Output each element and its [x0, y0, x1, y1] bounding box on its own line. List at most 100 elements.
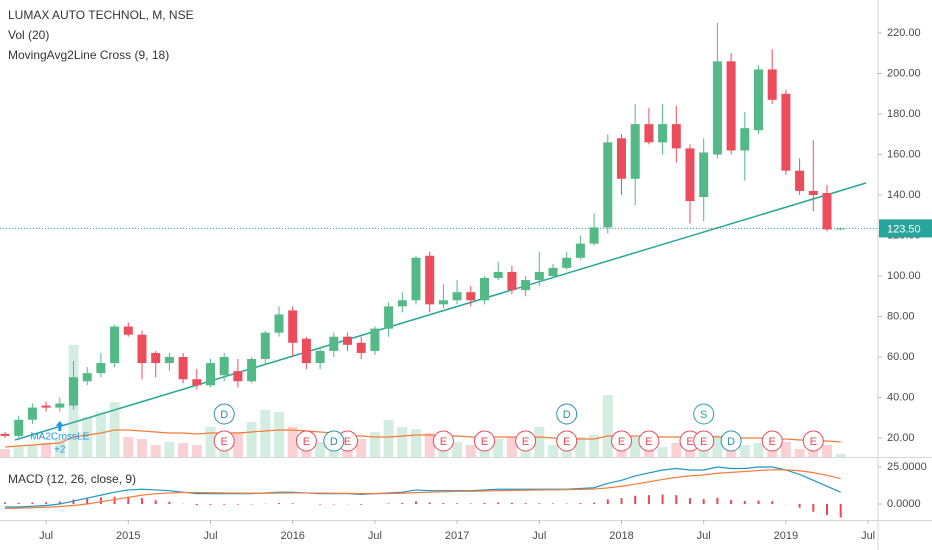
event-marker	[474, 430, 495, 452]
event-label: S	[700, 409, 707, 421]
candle-body	[247, 358, 257, 382]
candle-body	[110, 326, 120, 364]
histogram-bar	[524, 503, 527, 505]
candle-body	[822, 192, 832, 230]
histogram-bar	[291, 503, 294, 505]
event-marker	[693, 403, 715, 425]
event-label: D	[727, 436, 735, 448]
candle-body	[411, 257, 421, 301]
event-label: E	[221, 436, 228, 448]
candle-body	[671, 124, 681, 149]
volume-bar	[657, 447, 668, 457]
event-marker	[323, 430, 345, 452]
y-tick-label: 40.00	[887, 391, 915, 403]
candle-body	[27, 407, 37, 420]
histogram-bar	[86, 498, 89, 505]
candle-body	[562, 257, 572, 268]
volume-bar	[369, 432, 380, 457]
candle-body	[137, 334, 147, 364]
histogram-bar	[538, 503, 541, 505]
volume-bar	[452, 442, 463, 457]
macd-line	[4, 469, 841, 510]
volume-bar	[835, 454, 846, 457]
candle-body	[630, 124, 640, 179]
volume-bar	[383, 420, 394, 457]
event-label: E	[344, 436, 351, 448]
macd-label: MACD (12, 26, close, 9)	[8, 472, 136, 486]
volume-bar	[27, 445, 38, 457]
candle-body	[329, 336, 339, 351]
volume-bar	[397, 427, 408, 457]
event-label: D	[563, 409, 571, 421]
histogram-bar	[757, 500, 760, 505]
candle-body	[548, 267, 558, 276]
histogram-bar	[743, 501, 746, 505]
candle-body	[521, 280, 531, 291]
volume-bar	[493, 439, 504, 457]
candle-body	[754, 69, 763, 131]
candle-body	[370, 328, 380, 351]
x-tick-label: 2015	[116, 530, 140, 542]
histogram-bar	[113, 496, 116, 505]
candle-body	[260, 332, 270, 359]
event-marker	[693, 430, 715, 452]
y-tick-label: 20.00	[887, 432, 915, 444]
histogram-bar	[99, 497, 102, 505]
event-marker	[515, 430, 537, 452]
event-marker	[761, 430, 783, 452]
candle-body	[480, 278, 489, 301]
x-tick-label: 2018	[609, 530, 633, 542]
y-tick-label: 100.00	[887, 270, 921, 282]
candle-body	[384, 306, 394, 329]
histogram-bar	[826, 504, 828, 515]
volume-bar	[548, 445, 558, 457]
histogram-bar	[442, 502, 445, 505]
candle-body	[438, 300, 448, 305]
histogram-bar	[401, 502, 404, 505]
event-label: E	[440, 436, 447, 448]
event-marker	[295, 430, 317, 452]
signal-arrow	[55, 421, 64, 431]
event-label: E	[645, 436, 652, 448]
volume-bar	[315, 442, 326, 457]
candle-body	[164, 356, 174, 364]
volume-bar	[712, 435, 723, 457]
chart-title: LUMAX AUTO TECHNOL, M, NSE	[8, 8, 194, 22]
histogram-bar	[839, 504, 842, 518]
histogram-bar	[798, 504, 801, 508]
histogram-bar	[606, 499, 609, 505]
y-tick-label: 180.00	[887, 108, 921, 120]
candle-body	[192, 379, 202, 386]
x-tick-label: Jul	[697, 530, 711, 542]
volume-bar	[356, 439, 367, 457]
histogram-bar	[497, 502, 500, 505]
histogram-bar	[730, 500, 733, 505]
histogram-bar	[141, 498, 143, 505]
histogram-bar	[360, 504, 363, 505]
histogram-bar	[483, 502, 486, 505]
event-label: E	[522, 436, 529, 448]
x-tick-label: Jul	[39, 530, 53, 542]
volume-bar	[411, 429, 421, 457]
candle-body	[397, 300, 407, 307]
volume-bar	[767, 447, 778, 457]
candle-body	[575, 243, 585, 258]
volume-bar	[260, 410, 271, 457]
event-label: E	[303, 436, 310, 448]
histogram-bar	[675, 495, 678, 505]
histogram-bar	[209, 504, 212, 505]
volume-bar	[630, 437, 641, 457]
event-marker	[556, 430, 578, 452]
event-label: E	[618, 436, 625, 448]
volume-bar	[808, 447, 819, 457]
volume-bar	[137, 439, 147, 457]
event-label: E	[481, 436, 488, 448]
event-marker	[611, 430, 632, 452]
candle-body	[356, 342, 366, 353]
volume-bar	[13, 447, 24, 457]
histogram-bar	[579, 503, 582, 505]
volume-bar	[191, 445, 202, 457]
signal-label: MA2CrossLE	[30, 432, 89, 443]
